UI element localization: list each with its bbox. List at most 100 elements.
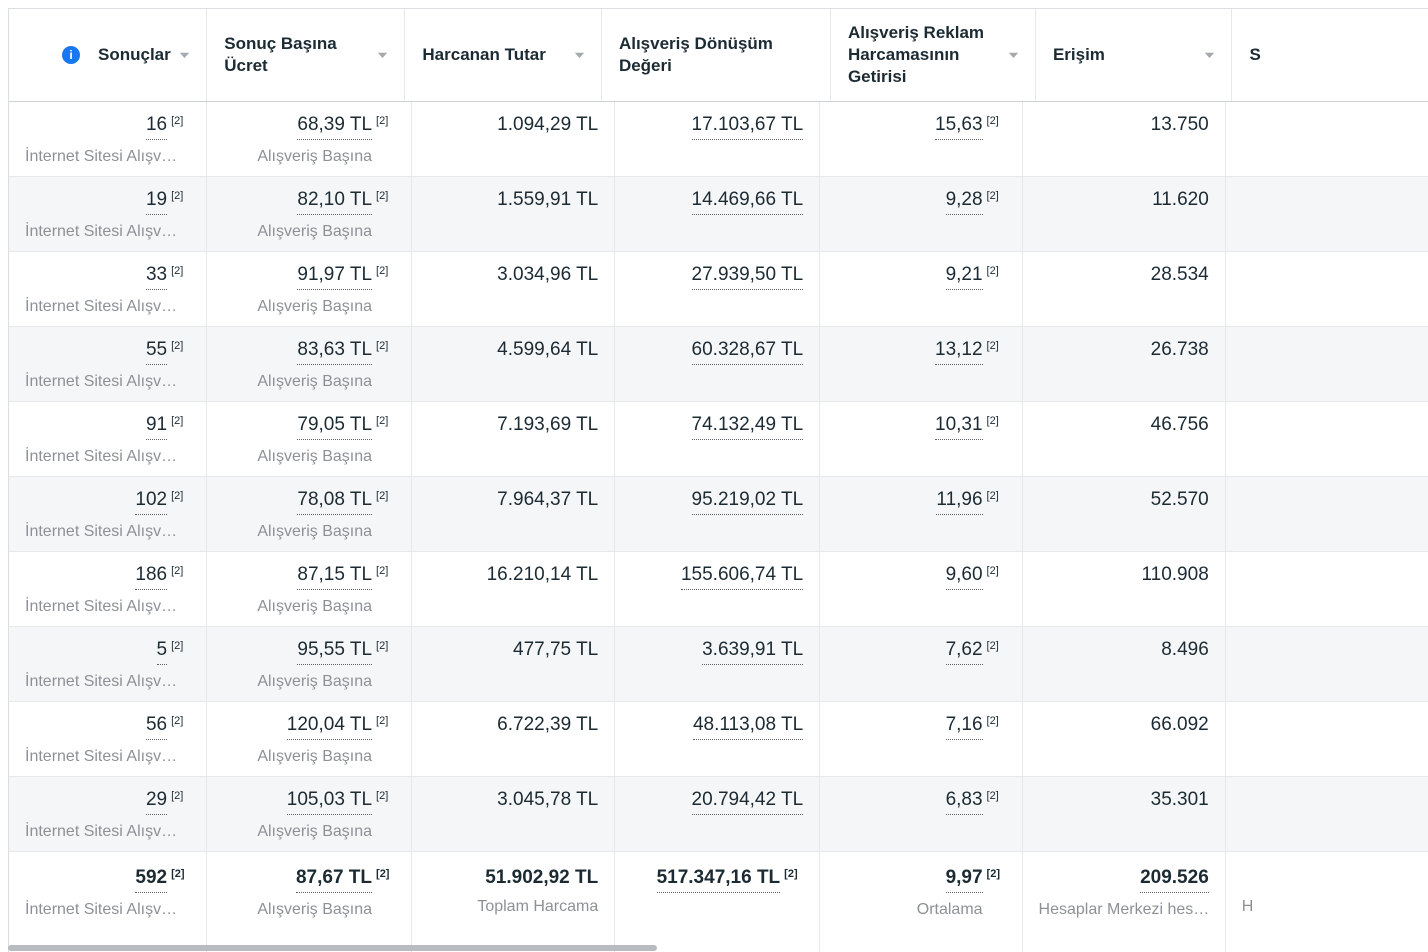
cell-spent: 16.210,14 TL — [412, 552, 616, 626]
metric-value[interactable]: 7,62 — [945, 638, 983, 665]
sort-chevron-down-icon[interactable] — [377, 52, 388, 59]
footnote-ref[interactable]: [2] — [376, 115, 389, 127]
footnote-ref[interactable]: [2] — [376, 340, 389, 352]
metric-value[interactable]: 19 — [145, 188, 168, 215]
metric-value[interactable]: 20.794,42 TL — [691, 788, 804, 815]
metric-value[interactable]: 13,12 — [935, 338, 983, 365]
metric-value[interactable]: 78,08 TL — [297, 488, 373, 515]
metric-value[interactable]: 120,04 TL — [286, 713, 373, 740]
metric-value[interactable]: 9,28 — [945, 188, 983, 215]
metric-value[interactable]: 29 — [145, 788, 168, 815]
metric-value[interactable]: 55 — [145, 338, 168, 365]
metric-value[interactable]: 56 — [145, 713, 168, 740]
metric-value[interactable]: 517.347,16 TL — [656, 866, 781, 893]
footnote-ref[interactable]: [2] — [171, 415, 184, 427]
footnote-ref[interactable]: [2] — [171, 340, 184, 352]
info-icon[interactable]: i — [62, 46, 80, 64]
sort-chevron-down-icon[interactable] — [179, 52, 190, 59]
column-header-cut[interactable]: S — [1232, 9, 1428, 101]
metric-value[interactable]: 91 — [145, 413, 168, 440]
metric-value[interactable]: 87,15 TL — [297, 563, 373, 590]
metric-value[interactable]: 9,21 — [945, 263, 983, 290]
footnote-ref[interactable]: [2] — [171, 115, 184, 127]
footnote-ref[interactable]: [2] — [784, 868, 798, 880]
metric-value[interactable]: 83,63 TL — [297, 338, 373, 365]
metric-value[interactable]: 82,10 TL — [297, 188, 373, 215]
sort-chevron-down-icon[interactable] — [1204, 52, 1215, 59]
footnote-ref[interactable]: [2] — [171, 715, 184, 727]
metric-line: 592 [2] — [25, 866, 190, 893]
metric-value[interactable]: 3.639,91 TL — [702, 638, 804, 665]
metric-value[interactable]: 102 — [135, 488, 168, 515]
metric-value[interactable]: 60.328,67 TL — [691, 338, 804, 365]
footnote-ref[interactable]: [2] — [171, 868, 185, 880]
metric-value[interactable]: 68,39 TL — [297, 113, 373, 140]
metric-value: 3.034,96 TL — [497, 264, 599, 285]
sort-chevron-down-icon[interactable] — [574, 52, 585, 59]
footnote-ref[interactable]: [2] — [171, 790, 184, 802]
metric-value[interactable]: 87,67 TL — [295, 866, 373, 893]
metric-value[interactable]: 592 — [135, 866, 168, 893]
footnote-ref[interactable]: [2] — [986, 790, 999, 802]
metric-value[interactable]: 14.469,66 TL — [691, 188, 804, 215]
footnote-ref[interactable]: [2] — [376, 868, 390, 880]
footnote-ref[interactable]: [2] — [376, 565, 389, 577]
metric-value[interactable]: 74.132,49 TL — [691, 413, 804, 440]
horizontal-scrollbar-thumb[interactable] — [8, 945, 657, 951]
footnote-ref[interactable]: [2] — [986, 565, 999, 577]
footnote-ref[interactable]: [2] — [376, 790, 389, 802]
footnote-ref[interactable]: [2] — [171, 265, 184, 277]
column-header-results[interactable]: i Sonuçlar — [9, 9, 208, 101]
metric-value[interactable]: 91,97 TL — [297, 263, 373, 290]
metric-value[interactable]: 9,60 — [945, 563, 983, 590]
footnote-ref[interactable]: [2] — [986, 415, 999, 427]
metric-value[interactable]: 17.103,67 TL — [691, 113, 804, 140]
footnote-ref[interactable]: [2] — [171, 640, 184, 652]
metric-value[interactable]: 95.219,02 TL — [691, 488, 804, 515]
footnote-ref[interactable]: [2] — [376, 190, 389, 202]
footnote-ref[interactable]: [2] — [986, 640, 999, 652]
footnote-ref[interactable]: [2] — [986, 265, 999, 277]
metric-value[interactable]: 105,03 TL — [286, 788, 373, 815]
metric-value[interactable]: 209.526 — [1140, 866, 1209, 893]
metric-value[interactable]: 9,97 — [945, 866, 983, 893]
footnote-ref[interactable]: [2] — [986, 490, 999, 502]
footnote-ref[interactable]: [2] — [986, 115, 999, 127]
footnote-ref[interactable]: [2] — [986, 715, 999, 727]
metric-value[interactable]: 79,05 TL — [297, 413, 373, 440]
cell-conv: 20.794,42 TL — [615, 777, 821, 851]
footnote-ref[interactable]: [2] — [376, 640, 389, 652]
footnote-ref[interactable]: [2] — [376, 265, 389, 277]
metric-value[interactable]: 33 — [145, 263, 168, 290]
metric-value[interactable]: 48.113,08 TL — [692, 713, 804, 740]
footnote-ref[interactable]: [2] — [171, 490, 184, 502]
footnote-ref[interactable]: [2] — [986, 868, 1000, 880]
column-header-roas[interactable]: Alışveriş Reklam Harcamasının Getirisi — [831, 9, 1036, 101]
metric-value[interactable]: 186 — [135, 563, 168, 590]
metric-value[interactable]: 27.939,50 TL — [691, 263, 804, 290]
column-header-conv[interactable]: Alışveriş Dönüşüm Değeri — [602, 9, 831, 101]
footnote-ref[interactable]: [2] — [171, 190, 184, 202]
footnote-ref[interactable]: [2] — [376, 415, 389, 427]
column-header-cpr[interactable]: Sonuç Başına Ücret — [207, 9, 406, 101]
metric-value[interactable]: 11,96 — [936, 488, 983, 515]
footnote-ref[interactable]: [2] — [171, 565, 184, 577]
cell-roas: 7,62 [2] — [820, 627, 1023, 701]
footnote-ref[interactable]: [2] — [376, 490, 389, 502]
metric-line: 7,62 [2] — [836, 638, 1005, 665]
footnote-ref[interactable]: [2] — [986, 190, 999, 202]
metric-value[interactable]: 5 — [156, 638, 168, 665]
metric-value[interactable]: 155.606,74 TL — [680, 563, 804, 590]
metric-value[interactable]: 7,16 — [945, 713, 983, 740]
column-header-spent[interactable]: Harcanan Tutar — [405, 9, 602, 101]
column-header-reach[interactable]: Erişim — [1036, 9, 1233, 101]
footnote-ref[interactable]: [2] — [986, 340, 999, 352]
metric-value[interactable]: 15,63 — [935, 113, 983, 140]
metric-value[interactable]: 10,31 — [935, 413, 983, 440]
footnote-ref[interactable]: [2] — [376, 715, 389, 727]
metric-line: 517.347,16 TL [2] — [631, 866, 803, 893]
metric-value[interactable]: 16 — [145, 113, 168, 140]
sort-chevron-down-icon[interactable] — [1008, 52, 1019, 59]
metric-value[interactable]: 95,55 TL — [297, 638, 373, 665]
metric-value[interactable]: 6,83 — [945, 788, 983, 815]
